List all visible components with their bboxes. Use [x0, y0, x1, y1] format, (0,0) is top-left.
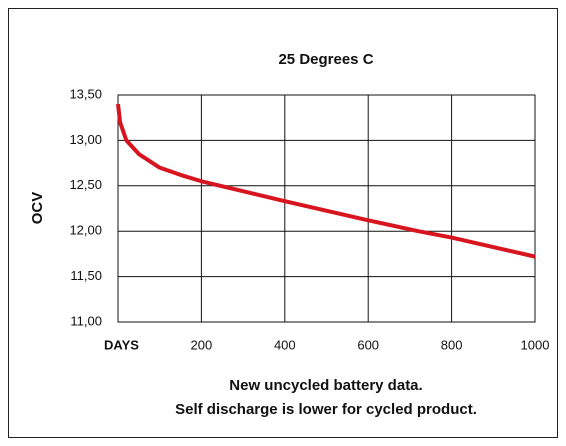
x-tick-label: 600	[357, 337, 379, 352]
y-tick-label: 13,00	[69, 132, 102, 147]
x-tick-label: 1000	[521, 337, 550, 352]
y-tick-label: 11,50	[70, 268, 102, 283]
data-line	[116, 103, 536, 259]
y-tick-label: 13,50	[69, 86, 102, 101]
x-tick-label: 800	[441, 337, 463, 352]
annotation: New uncycled battery data.	[229, 377, 422, 394]
chart-title: 25 Degrees C	[278, 51, 373, 68]
x-axis-label: DAYS	[104, 337, 139, 352]
x-tick-label: 400	[274, 337, 296, 352]
y-tick-label: 12,00	[69, 223, 102, 238]
plot-border	[117, 94, 536, 323]
x-tick-label: 200	[191, 337, 213, 352]
y-tick-label: 11,00	[70, 313, 102, 328]
y-axis-label: OCV	[29, 192, 46, 225]
y-tick-label: 12,50	[69, 177, 102, 192]
annotation: Self discharge is lower for cycled produ…	[175, 401, 477, 418]
frame	[8, 8, 558, 438]
